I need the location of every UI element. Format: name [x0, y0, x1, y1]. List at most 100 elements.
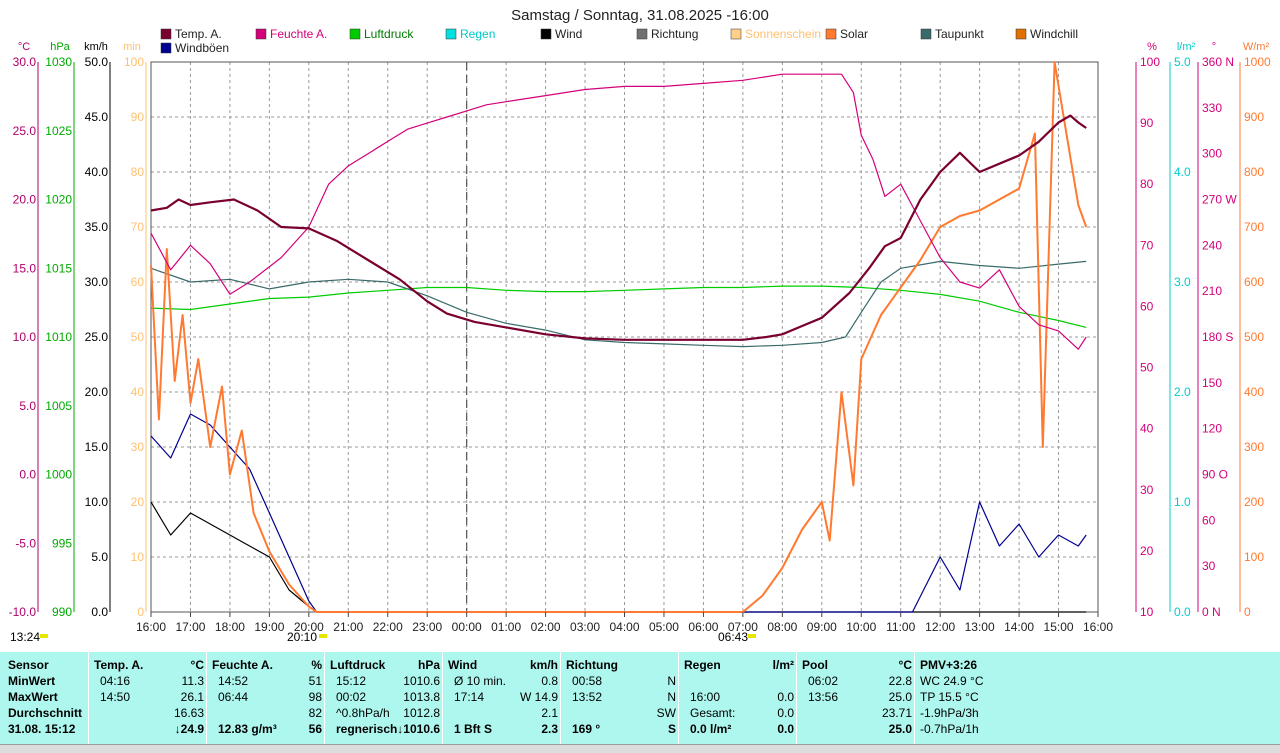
temp-value: 16.63: [173, 706, 204, 720]
col-pmv: PMV+3:26 WC 24.9 °C TP 15.5 °C -1.9hPa/3…: [920, 652, 1100, 744]
x-tick-label: 18:00: [215, 620, 245, 634]
marker-sun-icon: [40, 634, 48, 638]
legend-label: Windchill: [1030, 27, 1078, 41]
x-axis: 16:00 17:00 18:00 19:00 20:00 21:00 22:00 23:00…: [136, 612, 1113, 634]
axis-tick-label: 1.0: [1174, 495, 1191, 509]
axis-tick-label: -5.0: [15, 536, 36, 550]
dir-value: S: [667, 722, 676, 736]
temp-time: 04:16: [100, 674, 131, 688]
press-value: 1012.8: [403, 706, 440, 720]
axis-tick-label: 30: [131, 440, 145, 454]
row-label: 31.08. 15:12: [8, 722, 76, 736]
row-label: Durchschnitt: [8, 706, 83, 720]
x-tick-label: 03:00: [570, 620, 600, 634]
axis-unit: min: [123, 41, 141, 53]
wind-value: 0.8: [541, 674, 558, 688]
axis-tick-label: 40: [131, 385, 145, 399]
x-tick-label: 19:00: [254, 620, 284, 634]
legend-label: Luftdruck: [364, 27, 414, 41]
pool-unit: °C: [898, 658, 912, 672]
hum-unit: %: [311, 658, 322, 672]
axis-tick-label: 10.0: [13, 330, 37, 344]
marker-sunset: 20:10: [287, 630, 317, 644]
axis-tick-label: 600: [1244, 275, 1264, 289]
hum-time: 06:44: [218, 690, 249, 704]
axis-tick-label: 60: [1202, 513, 1216, 527]
axis-tick-label: 10: [1140, 605, 1154, 619]
axis-tick-label: 2.0: [1174, 385, 1191, 399]
axis-tick-label: 50: [1140, 361, 1154, 375]
col-hum: Feuchte A.% 14:52 51 06:44 98 82 12.83 g/m³ 56: [212, 652, 322, 744]
x-tick-label: 11:00: [886, 620, 915, 634]
press-time: ^0.8hPa/h: [336, 706, 390, 720]
x-tick-label: 07:00: [728, 620, 758, 634]
axis-tick-label: 0.0: [19, 468, 36, 482]
x-tick-label: 15:00: [1044, 620, 1074, 634]
axis-tick-label: 25.0: [85, 330, 109, 344]
col-temp: Temp. A. °C 04:16 11.3 14:50 26.1 16.63 ↓24.9: [94, 652, 204, 744]
axis-tick-label: 35.0: [85, 220, 109, 234]
axis-tick-label: 100: [124, 55, 144, 69]
hum-value: 51: [308, 674, 322, 688]
legend-swatch: [1015, 28, 1027, 40]
axis-tick-label: 400: [1244, 385, 1264, 399]
temp-time: 14:50: [100, 690, 131, 704]
axis-tick-label: 20: [131, 495, 145, 509]
axis-tick-label: 10.0: [85, 495, 109, 509]
rain-time: 0.0 l/m²: [690, 722, 732, 736]
x-tick-label: 16:00: [136, 620, 166, 634]
series-line: [150, 61, 1088, 613]
col-dir: Richtung 00:58 N 13:52 N SW 169 ° S: [566, 652, 676, 744]
plot-area: [150, 61, 1088, 613]
hum-value: 56: [308, 722, 322, 736]
time-markers: 13:24 20:10 06:43: [10, 630, 756, 644]
x-tick-label: 16:00: [1083, 620, 1113, 634]
temp-unit: °C: [190, 658, 204, 672]
axis-tick-label: 1015: [45, 261, 72, 275]
series-line: [150, 73, 1087, 350]
legend-label: Wind: [555, 27, 582, 41]
axis-tick-label: -10.0: [9, 605, 37, 619]
axis-tick-label: 1000: [45, 468, 72, 482]
press-time: regnerisch: [336, 722, 398, 736]
dir-time: 00:58: [572, 674, 603, 688]
col-wind: Wind km/h Ø 10 min. 0.8 17:14 W 14.9 2.1 1 Bft …: [448, 652, 558, 744]
col-sensor: Sensor MinWert MaxWert Durchschnitt 31.0…: [8, 652, 90, 744]
legend-label: Sonnenschein: [745, 27, 821, 41]
axis-tick-label: 5.0: [1174, 55, 1191, 69]
axis-tick-label: 30.0: [13, 55, 37, 69]
legend-label: Feuchte A.: [270, 27, 327, 41]
axis-tick-label: 1020: [45, 193, 72, 207]
pmv-row: WC 24.9 °C: [920, 674, 984, 688]
hum-time: 14:52: [218, 674, 249, 688]
x-tick-label: 05:00: [649, 620, 679, 634]
axis-tick-label: 180 S: [1202, 330, 1233, 344]
axis-tick-label: 30.0: [85, 275, 109, 289]
series-line: [150, 413, 1087, 613]
legend-swatch: [825, 28, 837, 40]
legend-swatch: [349, 28, 361, 40]
legend-swatch: [920, 28, 932, 40]
dir-time: 13:52: [572, 690, 603, 704]
press-value: ↓1010.6: [397, 722, 440, 736]
pmv-row: -0.7hPa/1h: [920, 722, 979, 736]
axis-tick-label: 150: [1202, 376, 1222, 390]
legend: Temp. A. Feuchte A. Luftdruck Regen Wind Rich…: [160, 27, 1078, 55]
hum-value: 98: [308, 690, 322, 704]
series-line: [150, 260, 1087, 348]
axis-tick-label: 20: [1140, 544, 1154, 558]
rain-header: Regen: [684, 658, 721, 672]
legend-swatch: [255, 28, 267, 40]
axis-tick-label: 50.0: [85, 55, 109, 69]
pmv-row: -1.9hPa/3h: [920, 706, 979, 720]
axis-tick-label: 700: [1244, 220, 1264, 234]
press-value: 1010.6: [403, 674, 440, 688]
axis-tick-label: 100: [1244, 550, 1264, 564]
axis-unit: W/m²: [1243, 41, 1270, 53]
col-rain: Regen l/m² 16:00 0.0 Gesamt: 0.0 0.0 l/m² 0.0: [684, 652, 794, 744]
row-label: MaxWert: [8, 690, 58, 704]
axis-unit: %: [1147, 41, 1157, 53]
hum-value: 82: [308, 706, 322, 720]
legend-swatch: [636, 28, 648, 40]
temp-value: 26.1: [180, 690, 204, 704]
